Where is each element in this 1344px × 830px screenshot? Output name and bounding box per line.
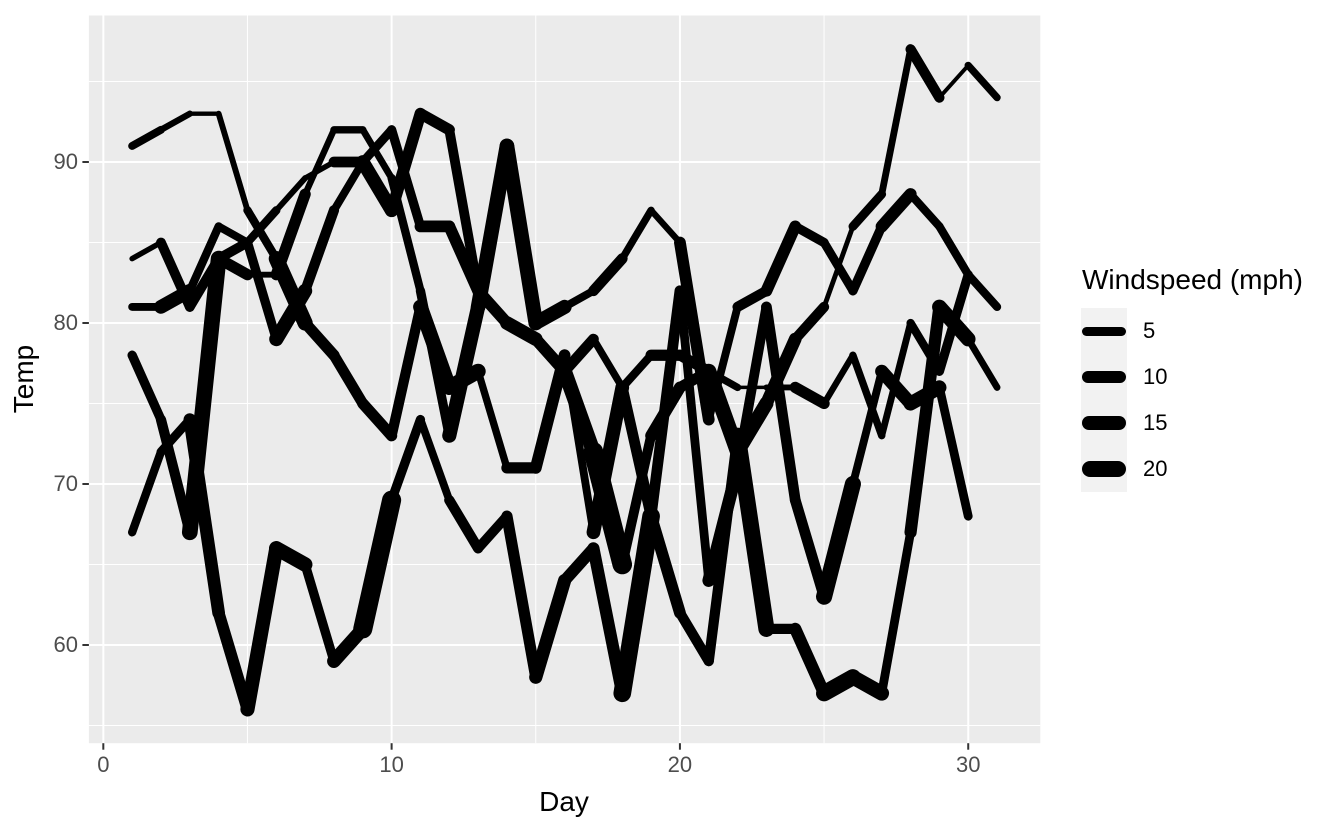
y-tick-label-60: 60 [53,631,78,657]
series-month-5 [128,299,1001,717]
linewidth-swatch-20 [1082,460,1126,478]
legend-entry-15: 15 [1081,400,1341,446]
x-axis-title: Day [539,786,589,817]
legend-label: 20 [1143,456,1168,481]
legend-title: Windspeed (mph) [1082,264,1303,295]
series-month-9 [128,110,973,605]
legend-entry-20: 20 [1081,446,1341,492]
temperature-lines [127,44,1002,717]
legend-entry-5: 5 [1081,308,1341,354]
legend-key-box [1081,400,1127,446]
legend-label: 5 [1143,318,1156,343]
y-tick-label-90: 90 [53,149,78,174]
linewidth-swatch-10 [1082,371,1126,383]
legend: Windspeed (mph) 5 10 15 20 [1081,264,1341,492]
legend-entry-10: 10 [1081,354,1341,400]
legend-key-box [1081,446,1127,492]
legend-key-box [1081,308,1127,354]
y-tick-label-70: 70 [53,470,78,496]
x-tick-label-2: 20 [667,752,693,777]
linewidth-swatch-5 [1082,326,1126,336]
legend-label: 10 [1143,364,1168,389]
y-axis-title: Temp [8,344,39,414]
legend-key-box [1081,354,1127,400]
x-tick-label-3: 30 [955,752,981,777]
legend-label: 15 [1143,410,1168,435]
x-tick-label-1: 10 [379,752,404,777]
x-tick-label-0: 0 [97,752,110,777]
linewidth-swatch-15 [1082,416,1126,430]
y-tick-label-80: 80 [53,310,78,335]
